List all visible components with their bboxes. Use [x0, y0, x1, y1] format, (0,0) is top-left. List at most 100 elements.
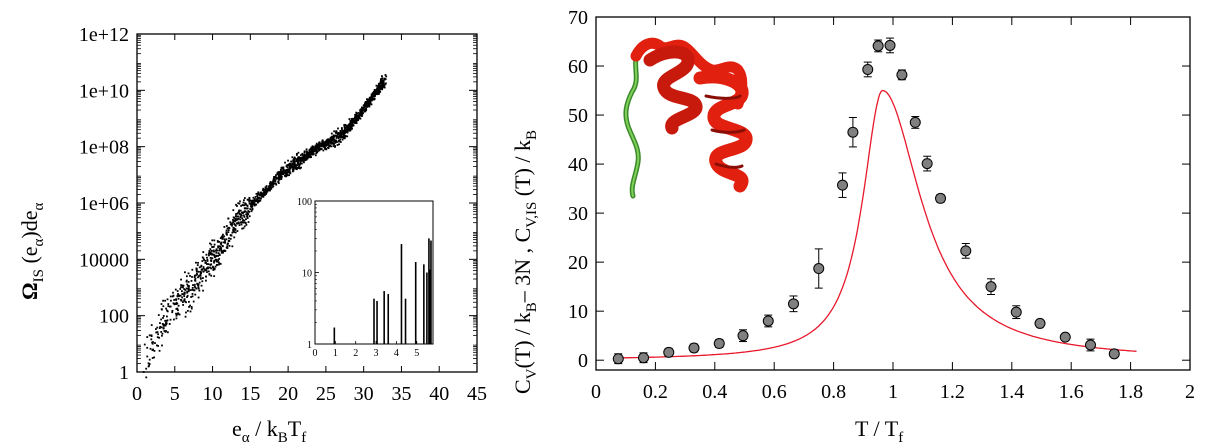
left-scatter-point [194, 293, 197, 296]
right-x-tick-label: 0 [591, 381, 601, 403]
left-scatter-point [275, 177, 277, 180]
left-scatter-point [314, 148, 317, 151]
left-scatter-point [278, 171, 281, 174]
left-scatter-point [142, 371, 145, 373]
left-scatter-point [297, 162, 300, 165]
left-scatter-point [202, 270, 205, 273]
left-scatter-point [217, 246, 220, 249]
left-scatter-point [292, 158, 295, 161]
right-x-tick-label: 1.2 [940, 381, 965, 403]
left-scatter-point [279, 175, 282, 178]
left-scatter-point [196, 283, 199, 285]
left-scatter-point [196, 264, 199, 266]
right-y-tick-label: 30 [568, 203, 588, 225]
left-scatter-point [210, 274, 213, 277]
left-scatter-point [305, 153, 308, 156]
left-y-tick-label: 1e+08 [79, 137, 129, 159]
left-scatter-point [242, 214, 245, 217]
left-scatter-point [365, 109, 368, 112]
left-scatter-point [184, 289, 187, 291]
left-scatter-point [295, 168, 298, 171]
left-scatter-point [310, 148, 313, 150]
left-scatter-point [332, 138, 335, 141]
left-scatter-point [359, 117, 362, 120]
left-scatter-point [218, 249, 221, 252]
left-scatter-point [160, 303, 163, 305]
left-scatter-point [378, 86, 381, 89]
left-scatter-point [256, 197, 259, 199]
left-scatter-point [357, 114, 360, 117]
left-scatter-point [307, 153, 310, 156]
left-scatter-point [318, 145, 321, 148]
left-scatter-point [205, 269, 208, 271]
left-scatter-point [280, 176, 283, 179]
left-scatter-points [142, 74, 388, 379]
left-scatter-point [186, 290, 189, 293]
left-x-axis-label: eα / kBTf [232, 416, 306, 446]
left-scatter-point [251, 201, 253, 204]
left-scatter-point [239, 218, 242, 221]
left-scatter-point [231, 223, 234, 225]
left-scatter-point [373, 92, 376, 95]
left-scatter-point [270, 187, 273, 190]
left-scatter-point [224, 240, 226, 242]
left-scatter-point [220, 246, 222, 249]
left-scatter-point [377, 85, 380, 88]
data-point [1010, 306, 1022, 318]
left-scatter-point [161, 334, 163, 337]
left-scatter-point [194, 277, 197, 280]
data-point [1034, 317, 1046, 329]
left-scatter-point [258, 200, 261, 203]
left-scatter-point [217, 252, 220, 254]
left-scatter-point [370, 103, 373, 106]
left-scatter-point [269, 182, 272, 184]
left-scatter-point [148, 358, 151, 361]
left-scatter-point [185, 275, 188, 278]
left-scatter-point [366, 99, 369, 102]
left-scatter-point [376, 92, 379, 95]
left-scatter-point [379, 87, 382, 90]
left-scatter-point [203, 259, 205, 261]
left-scatter-point [314, 144, 317, 147]
left-y-tick-label: 100 [99, 306, 129, 328]
left-scatter-point [167, 303, 170, 305]
left-scatter-point [171, 311, 174, 314]
left-scatter-point [194, 286, 197, 289]
left-scatter-point [314, 154, 317, 157]
left-scatter-point [222, 241, 225, 244]
left-scatter-point [335, 137, 338, 139]
left-scatter-point [183, 291, 186, 294]
left-scatter-point [207, 267, 210, 270]
left-scatter-point [159, 325, 162, 328]
left-scatter-point [277, 176, 280, 179]
left-scatter-point [206, 258, 209, 261]
left-scatter-point [274, 180, 277, 183]
left-scatter-point [340, 127, 343, 129]
left-scatter-point [334, 139, 337, 142]
left-scatter-point [316, 151, 319, 153]
left-scatter-point [333, 130, 336, 133]
left-scatter-point [384, 82, 387, 85]
left-scatter-point [302, 159, 305, 162]
right-x-axis-label: T / Tf [855, 416, 903, 446]
left-scatter-point [187, 287, 190, 289]
left-scatter-point [212, 249, 215, 252]
left-scatter-point [330, 145, 333, 148]
left-scatter-point [171, 309, 174, 312]
left-scatter-point [182, 304, 185, 306]
left-scatter-point [239, 215, 242, 218]
left-scatter-point [284, 169, 287, 172]
left-scatter-point [220, 251, 223, 254]
left-scatter-point [345, 128, 348, 131]
left-scatter-point [191, 268, 194, 271]
left-scatter-point [355, 122, 358, 125]
left-scatter-point [272, 180, 275, 182]
left-scatter-point [359, 110, 362, 112]
left-scatter-point [258, 194, 261, 197]
left-scatter-point [330, 136, 333, 138]
left-scatter-point [359, 113, 361, 115]
left-scatter-point [168, 323, 171, 325]
left-scatter-point [181, 301, 184, 303]
left-scatter-point [225, 225, 228, 227]
left-scatter-point [371, 99, 373, 102]
